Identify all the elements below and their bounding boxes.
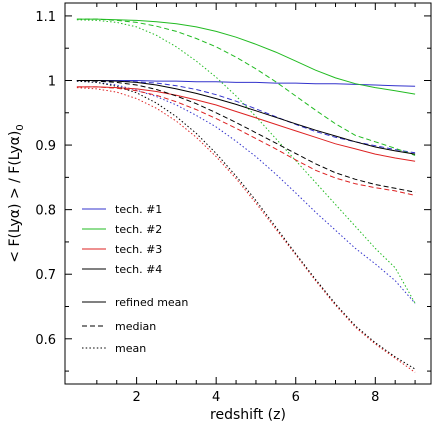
legend: tech. #1 tech. #2 tech. #3 tech. #4 refined … <box>82 203 188 355</box>
legend-label-tech: tech. #4 <box>115 263 162 276</box>
series-line-2 <box>76 80 416 304</box>
legend-label-stat: refined mean <box>115 296 188 309</box>
x-tick-label: 8 <box>371 390 379 405</box>
x-tick-label: 4 <box>212 390 220 405</box>
x-tick-label: 6 <box>292 390 300 405</box>
series-line-1 <box>76 80 416 154</box>
series-line-4 <box>76 18 416 156</box>
legend-label-tech: tech. #3 <box>115 243 162 256</box>
x-tick-label: 2 <box>132 390 140 405</box>
y-tick-label: 1 <box>48 74 56 89</box>
series-line-6 <box>76 86 416 162</box>
plot-frame <box>64 2 432 385</box>
y-tick-label: 1.1 <box>35 10 56 25</box>
series-lines <box>76 18 416 373</box>
series-line-7 <box>76 86 416 196</box>
x-axis-label: redshift (z) <box>210 407 286 423</box>
y-axis-label-group: < F(Lyα) > / F(Lyα)0 <box>7 124 26 262</box>
series-line-10 <box>76 80 416 193</box>
axis-ticks: 2 4 6 8 0.6 0.7 0.8 0.9 1 1.1 <box>35 3 431 405</box>
y-tick-label: 0.9 <box>35 139 56 154</box>
series-line-9 <box>76 80 416 155</box>
legend-label-tech: tech. #1 <box>115 203 162 216</box>
y-tick-label: 0.7 <box>35 268 56 283</box>
plot-area <box>64 2 432 385</box>
y-tick-label: 0.8 <box>35 204 56 219</box>
legend-label-stat: mean <box>115 342 146 355</box>
series-line-5 <box>76 19 416 304</box>
legend-label-stat: median <box>115 320 156 333</box>
series-line-11 <box>76 80 416 370</box>
series-line-8 <box>76 87 416 373</box>
y-tick-label: 0.6 <box>35 333 56 348</box>
y-axis-label-subscript: 0 <box>15 124 26 130</box>
legend-label-tech: tech. #2 <box>115 223 162 236</box>
y-axis-label: < F(Lyα) > / F(Lyα)0 <box>7 124 26 262</box>
series-line-3 <box>76 18 416 95</box>
y-axis-label-main: < F(Lyα) > / F(Lyα) <box>7 131 23 263</box>
